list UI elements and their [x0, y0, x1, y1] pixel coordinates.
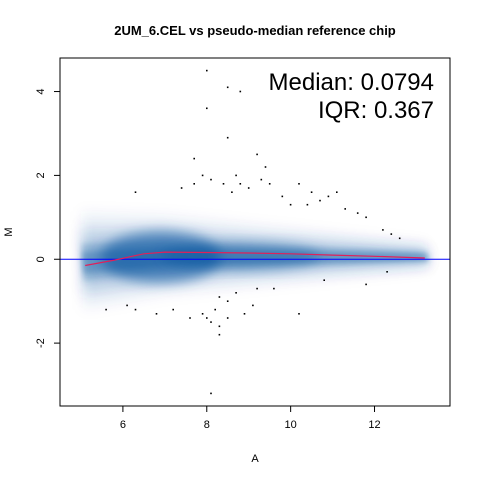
outlier-point — [252, 304, 254, 307]
outlier-point — [226, 136, 229, 139]
outlier-point — [206, 69, 208, 72]
outlier-point — [155, 313, 158, 315]
outlier-point — [239, 183, 242, 185]
y-axis-label: M — [3, 227, 15, 236]
outlier-point — [256, 153, 258, 156]
outlier-point — [189, 317, 191, 319]
outlier-point — [105, 308, 107, 311]
outlier-point — [390, 233, 393, 235]
iqr-annotation: IQR: 0.367 — [318, 97, 434, 124]
outlier-point — [310, 191, 313, 193]
outlier-point — [126, 304, 128, 307]
outlier-point — [382, 229, 384, 231]
outlier-point — [226, 317, 229, 319]
x-tick-label: 8 — [204, 419, 210, 431]
y-tick-label: 2 — [35, 172, 47, 178]
outlier-point — [134, 191, 137, 193]
outlier-point — [218, 296, 221, 298]
median-annotation: Median: 0.0794 — [269, 69, 434, 96]
y-axis: -2 0 2 4 — [35, 88, 60, 348]
outlier-point — [226, 300, 229, 302]
loess-trend-curve — [85, 251, 425, 267]
outlier-point — [218, 325, 221, 328]
outlier-point — [206, 317, 208, 319]
y-tick-label: 0 — [35, 256, 47, 262]
outlier-point — [356, 212, 359, 214]
outlier-point — [323, 279, 325, 281]
outlier-point — [319, 199, 321, 202]
y-tick-label: -2 — [35, 338, 47, 348]
plot-frame — [59, 57, 451, 407]
outlier-point — [210, 178, 212, 181]
outlier-point — [247, 187, 250, 189]
outlier-point — [201, 174, 204, 177]
outlier-point — [268, 183, 271, 185]
outlier-point — [134, 308, 137, 311]
outlier-point — [386, 271, 388, 273]
outlier-point — [298, 313, 300, 315]
outlier-point — [180, 187, 183, 189]
outlier-points — [105, 69, 401, 395]
outlier-point — [218, 333, 221, 336]
density-core-tail — [160, 242, 321, 271]
outlier-point — [193, 157, 195, 160]
outlier-point — [264, 166, 267, 168]
outlier-point — [235, 292, 237, 294]
outlier-point — [306, 203, 309, 206]
outlier-point — [214, 308, 216, 311]
outlier-point — [239, 90, 242, 93]
x-tick-label: 10 — [285, 419, 297, 431]
outlier-point — [327, 195, 330, 198]
outlier-point — [235, 174, 237, 177]
outlier-point — [365, 283, 367, 286]
outlier-point — [210, 392, 212, 395]
outlier-point — [172, 308, 174, 311]
x-axis: 6 8 10 12 — [120, 406, 381, 431]
x-tick-label: 6 — [120, 419, 126, 431]
outlier-point — [243, 313, 246, 315]
outlier-point — [260, 178, 263, 181]
x-tick-label: 12 — [368, 419, 380, 431]
y-tick-label: 4 — [35, 88, 47, 94]
outlier-point — [281, 195, 284, 198]
chart-title: 2UM_6.CEL vs pseudo-median reference chi… — [114, 23, 396, 38]
outlier-point — [206, 107, 208, 110]
density-cloud — [81, 211, 429, 311]
outlier-point — [336, 191, 338, 193]
outlier-point — [398, 237, 401, 240]
outlier-point — [222, 183, 225, 185]
outlier-point — [231, 191, 233, 193]
outlier-point — [365, 216, 367, 219]
outlier-point — [201, 313, 204, 315]
outlier-point — [193, 183, 195, 185]
outlier-point — [298, 183, 300, 185]
outlier-point — [289, 203, 292, 206]
outlier-point — [210, 321, 212, 323]
outlier-point — [344, 208, 346, 210]
x-axis-label: A — [251, 453, 259, 465]
outlier-point — [273, 287, 275, 290]
outlier-point — [256, 287, 258, 290]
outlier-point — [226, 86, 229, 89]
